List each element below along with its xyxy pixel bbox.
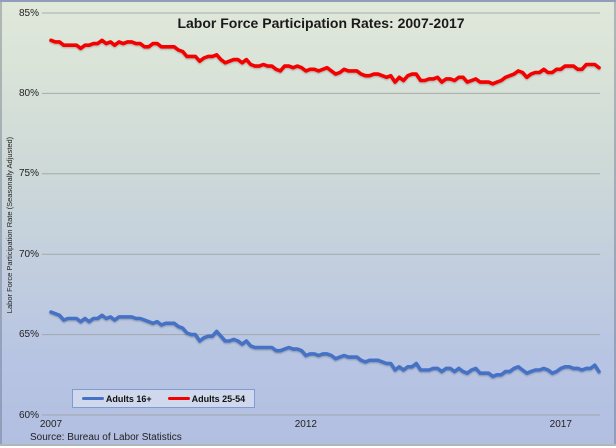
legend-label-adults-25-54: Adults 25-54 bbox=[191, 393, 246, 404]
y-tick-label: 85% bbox=[18, 7, 39, 19]
legend-dash-adults-25-54 bbox=[167, 396, 190, 401]
legend-label-adults-16plus: Adults 16+ bbox=[105, 393, 152, 404]
legend-item-adults-16plus: Adults 16+ bbox=[81, 393, 152, 404]
y-tick-label: 70% bbox=[18, 248, 39, 260]
x-tick-label: 2017 bbox=[549, 419, 572, 430]
chart-title: Labor Force Participation Rates: 2007-20… bbox=[177, 15, 465, 31]
source-note: Source: Bureau of Labor Statistics bbox=[30, 432, 182, 443]
x-tick-labels: 2007 2012 2017 bbox=[2, 419, 616, 433]
series-line-adults-16- bbox=[49, 310, 601, 379]
legend-dash-adults-16plus bbox=[81, 396, 104, 401]
legend: Adults 16+ Adults 25-54 bbox=[72, 389, 255, 408]
y-tick-label: 60% bbox=[18, 409, 39, 421]
legend-item-adults-25-54: Adults 25-54 bbox=[167, 393, 246, 404]
y-tick-label: 75% bbox=[18, 168, 39, 180]
x-tick-label: 2007 bbox=[39, 419, 63, 430]
y-tick-label: 80% bbox=[18, 87, 39, 99]
x-tick-label: 2012 bbox=[294, 419, 317, 430]
y-tick-label: 65% bbox=[18, 329, 39, 341]
y-tick-labels: 85% 80% 75% 70% 65% 60% bbox=[2, 2, 39, 448]
series-line-adults-25-54 bbox=[49, 38, 601, 86]
